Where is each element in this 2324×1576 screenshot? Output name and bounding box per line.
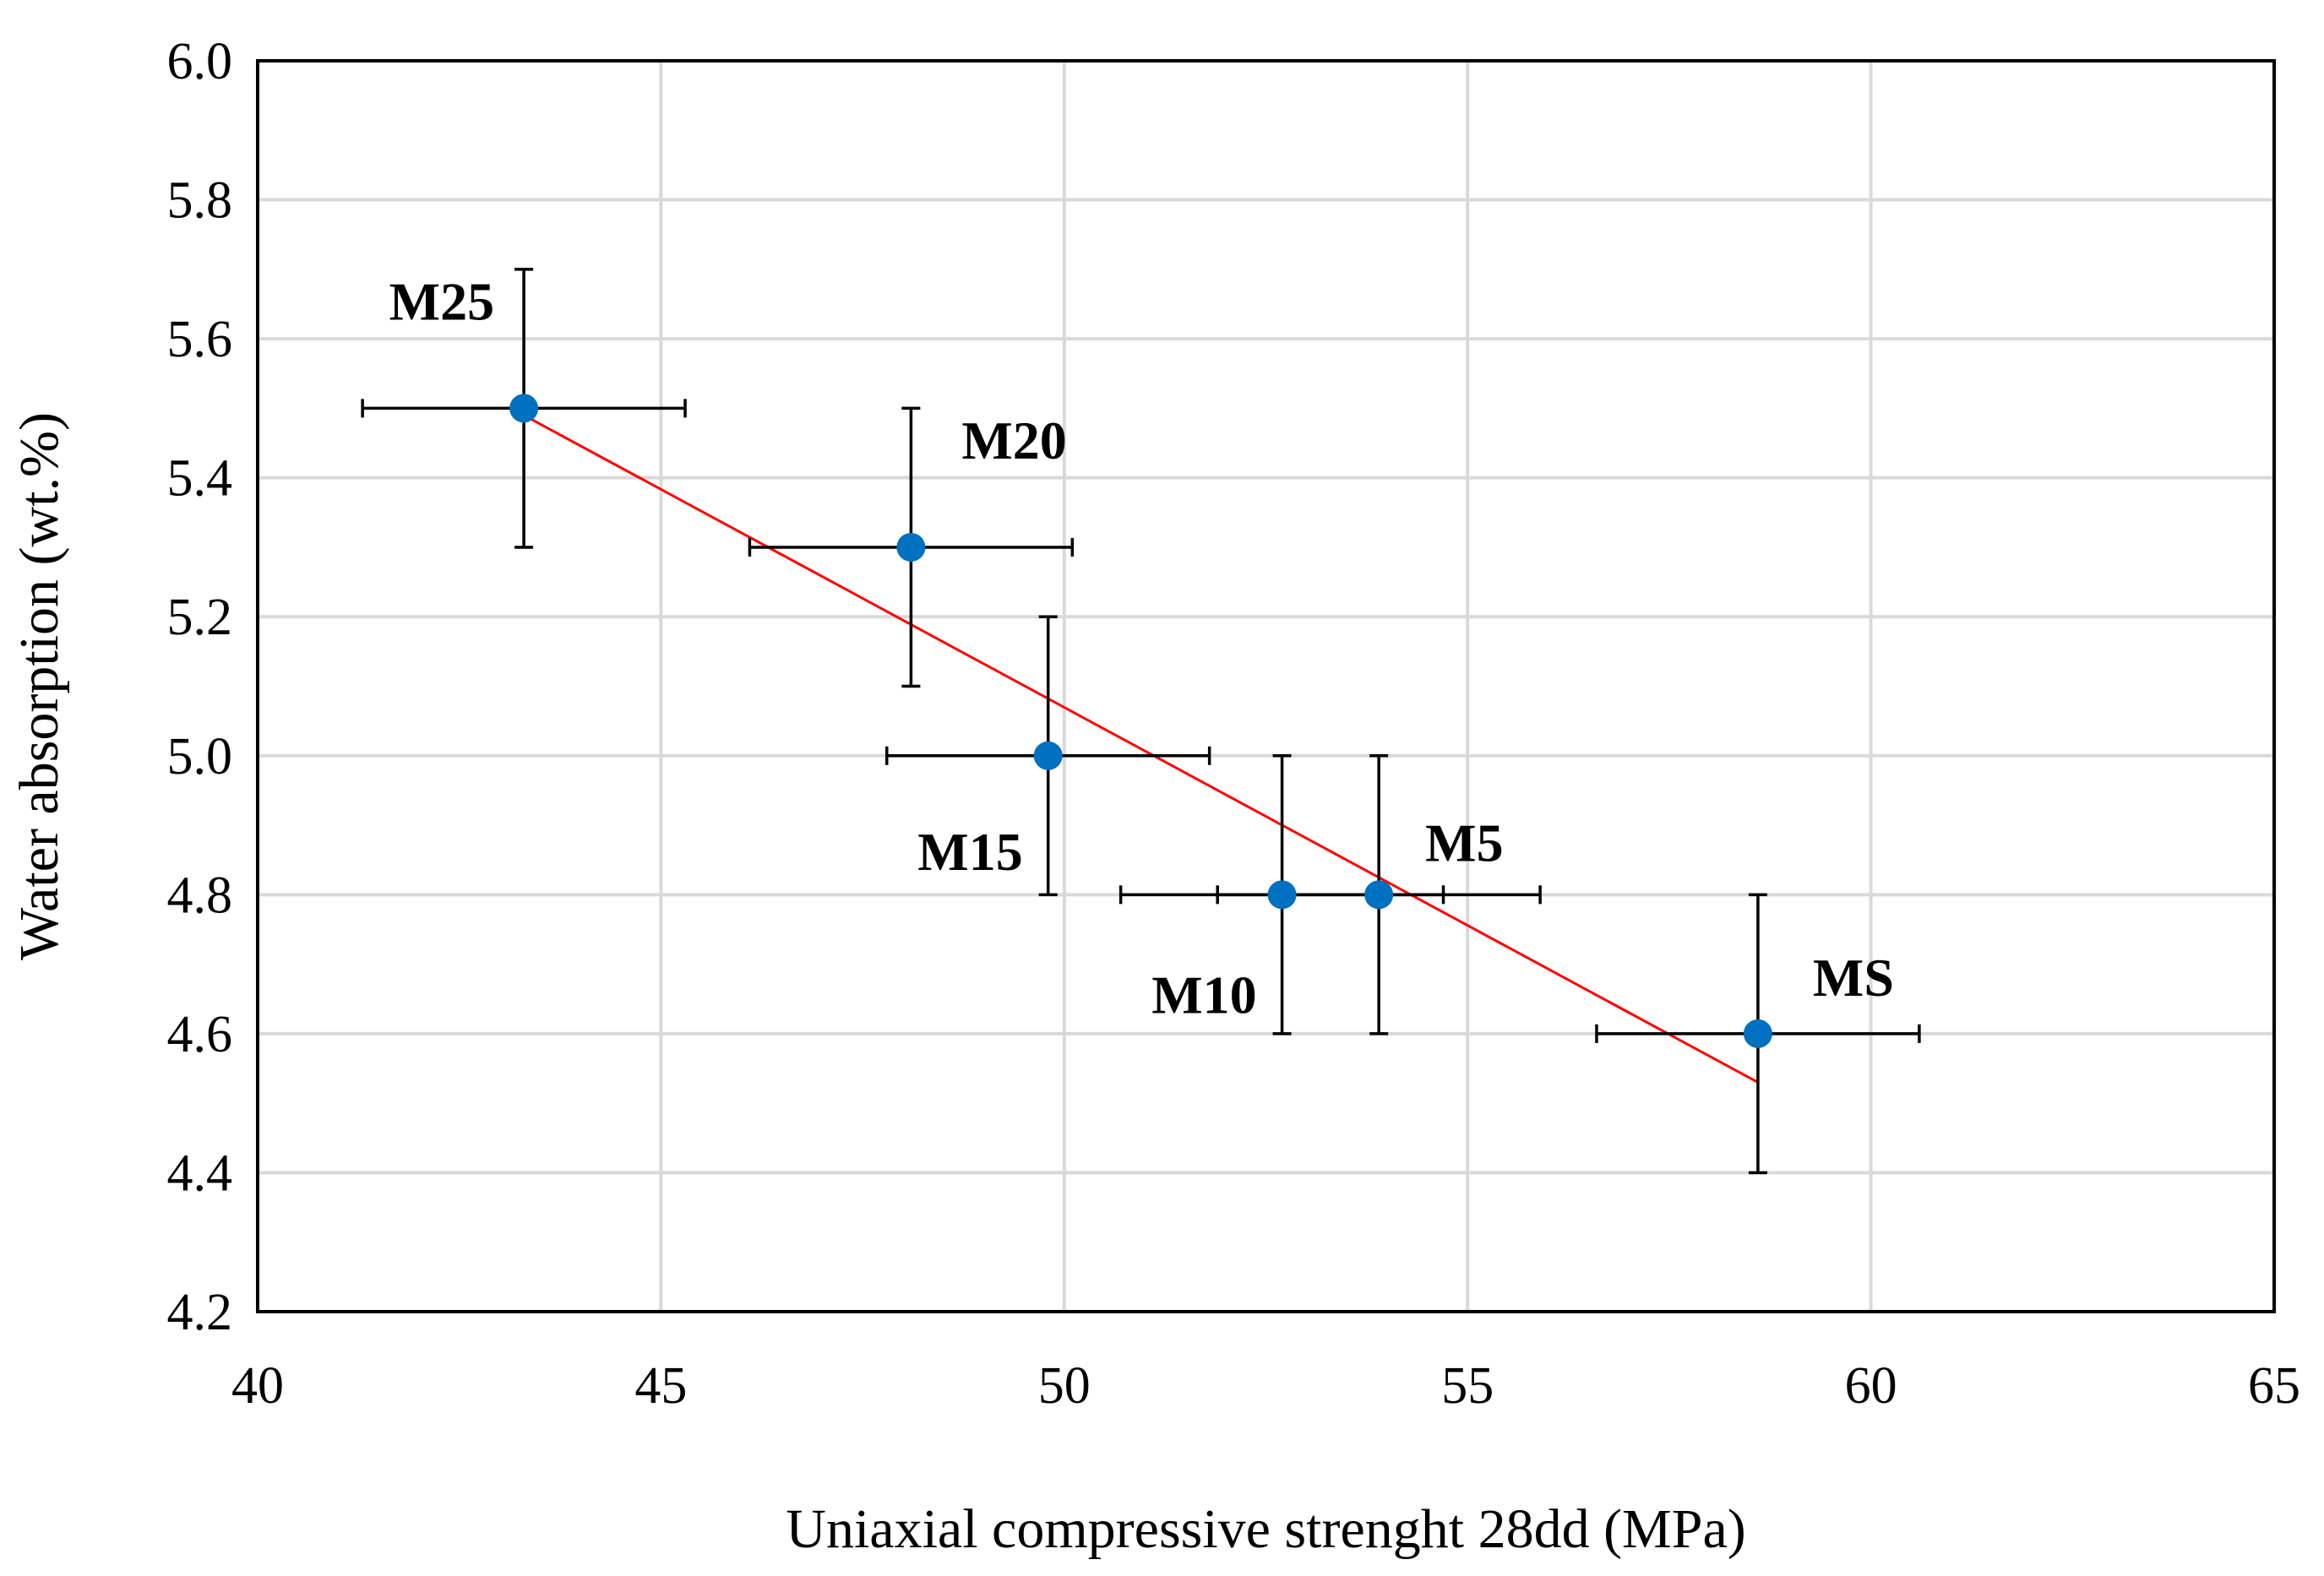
y-tick-label: 5.2 <box>167 589 233 646</box>
x-tick-label: 50 <box>1038 1357 1091 1415</box>
point-label-m5: M5 <box>1425 812 1503 872</box>
grid-lines <box>258 61 2274 1312</box>
data-point-m10 <box>1267 880 1297 910</box>
y-tick-label: 4.2 <box>167 1284 233 1341</box>
data-points <box>509 394 1772 1048</box>
error-bars <box>361 268 1921 1175</box>
trendline-layer <box>523 414 1759 1084</box>
y-axis-ticks: 4.2 4.4 4.6 4.8 5.0 5.2 5.4 5.6 5.8 6.0 <box>167 33 233 1341</box>
y-tick-label: 5.8 <box>167 172 233 230</box>
x-axis-ticks: 40 45 50 55 60 65 <box>231 1357 2300 1415</box>
y-tick-label: 4.4 <box>167 1144 233 1202</box>
data-point-m5 <box>1364 880 1394 910</box>
point-label-ms: MS <box>1813 948 1894 1008</box>
x-tick-label: 60 <box>1845 1357 1897 1415</box>
point-label-m15: M15 <box>917 822 1022 882</box>
data-point-ms <box>1743 1019 1772 1048</box>
y-axis-title: Water absorption (wt.%) <box>8 412 70 960</box>
x-tick-label: 55 <box>1441 1357 1494 1415</box>
point-label-m25: M25 <box>389 271 494 331</box>
plot-area-border <box>256 59 2276 1313</box>
point-labels: M25 M20 M15 M10 M5 MS <box>389 271 1894 1024</box>
x-axis-title: Uniaxial compressive strenght 28dd (MPa) <box>786 1498 1745 1560</box>
data-point-m20 <box>896 532 926 562</box>
x-tick-label: 65 <box>2248 1357 2300 1415</box>
y-tick-label: 6.0 <box>167 33 233 90</box>
point-label-m10: M10 <box>1151 965 1256 1024</box>
y-tick-label: 5.6 <box>167 311 233 368</box>
y-tick-label: 5.0 <box>167 728 233 785</box>
x-tick-label: 40 <box>231 1357 284 1415</box>
point-label-m20: M20 <box>961 410 1066 470</box>
data-point-m25 <box>509 394 539 423</box>
trendline <box>523 414 1759 1084</box>
y-tick-label: 4.8 <box>167 867 233 924</box>
y-tick-label: 4.6 <box>167 1006 233 1063</box>
data-point-m15 <box>1033 741 1063 770</box>
y-tick-label: 5.4 <box>167 450 233 508</box>
x-tick-label: 45 <box>634 1357 687 1415</box>
